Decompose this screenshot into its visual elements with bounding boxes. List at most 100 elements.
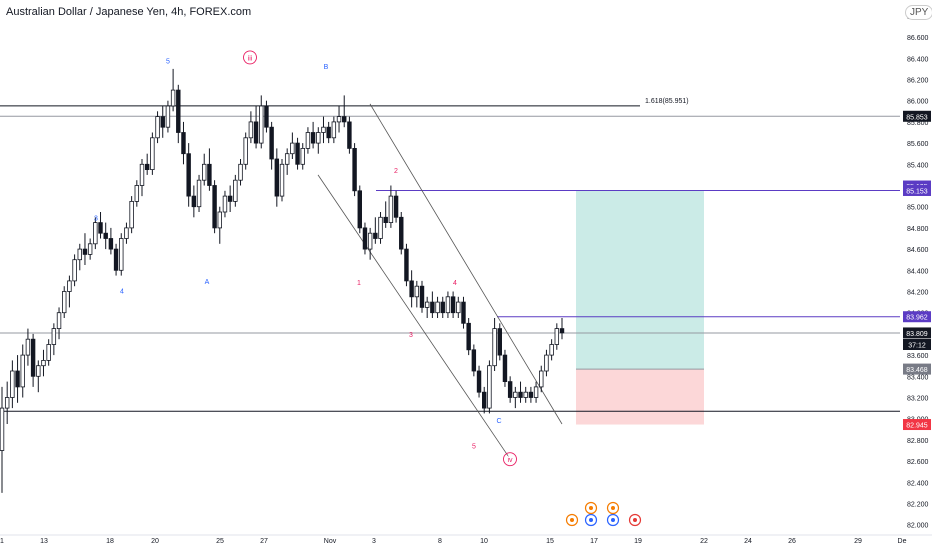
candle-body	[352, 147, 357, 192]
time-tick-label: 24	[744, 538, 752, 545]
candle-body	[279, 163, 285, 197]
candle-body	[367, 232, 373, 250]
candle-body	[290, 142, 295, 155]
candle-body	[450, 296, 456, 314]
event-marker-dot	[611, 518, 615, 522]
price-tick-label: 86.000	[907, 99, 929, 106]
channel-upper-line	[369, 103, 563, 425]
candle-body	[378, 216, 383, 239]
candle-body	[487, 365, 492, 409]
wave-label: B	[324, 64, 329, 71]
time-tick-label: 26	[788, 538, 796, 545]
candle-body	[497, 328, 502, 356]
candle-body	[559, 328, 565, 334]
candle-body	[202, 163, 207, 181]
candle-body	[72, 259, 77, 282]
candle-body	[507, 381, 513, 398]
candle-body	[124, 227, 129, 239]
candle-body	[461, 301, 466, 324]
wave-label: 1	[357, 280, 361, 287]
candle-body	[155, 116, 160, 139]
wave-label: 5	[472, 443, 476, 450]
wave-label: C	[496, 418, 501, 425]
candle-body	[150, 137, 155, 171]
candle-body	[87, 243, 93, 255]
candle-body	[10, 370, 15, 398]
candle-body	[160, 116, 165, 128]
currency-badge[interactable]: JPY	[905, 5, 932, 20]
candle-body	[523, 391, 528, 398]
candle-body	[445, 296, 451, 314]
time-tick-label: 20	[151, 538, 159, 545]
candle-body	[20, 354, 25, 388]
candle-body	[482, 391, 487, 409]
time-tick-label: 17	[590, 538, 598, 545]
price-tick-label: 82.400	[907, 480, 929, 487]
candle-body	[539, 370, 544, 388]
candle-body	[113, 248, 119, 271]
wave-label: iv	[507, 457, 513, 464]
price-tick-label: 84.600	[907, 247, 929, 254]
candle-body	[222, 195, 228, 213]
candle-body	[554, 328, 560, 345]
wave-label: A	[205, 279, 210, 286]
time-tick-label: De	[898, 538, 907, 545]
candle-body	[383, 216, 388, 224]
event-marker-dot	[589, 506, 593, 510]
candle-body	[440, 301, 445, 314]
candle-body	[269, 126, 274, 160]
candle-body	[326, 126, 331, 139]
time-tick-label: 10	[480, 538, 488, 545]
price-tag-label: 83.468	[906, 367, 928, 374]
candle-body	[357, 190, 362, 229]
candle-body	[108, 238, 114, 250]
wave-label: 3	[94, 215, 98, 222]
price-tick-label: 82.800	[907, 438, 929, 445]
candle-body	[533, 386, 539, 398]
candle-body	[238, 163, 243, 181]
candle-body	[103, 232, 108, 239]
candle-body	[321, 126, 326, 133]
wave-label: 2	[394, 168, 398, 175]
candle-body	[331, 121, 337, 139]
candle-body	[430, 301, 435, 314]
chart-title: Australian Dollar / Japanese Yen, 4h, FO…	[6, 6, 252, 18]
price-tick-label: 84.400	[907, 268, 929, 275]
candle-body	[466, 322, 471, 351]
time-tick-label: 19	[634, 538, 642, 545]
candle-body	[336, 116, 342, 123]
time-tick-label: 18	[106, 538, 114, 545]
candle-body	[56, 312, 62, 330]
price-tick-label: 85.000	[907, 205, 929, 212]
wave-label: 5	[166, 59, 170, 66]
candle-body	[409, 280, 414, 298]
candle-body	[15, 370, 20, 388]
candle-body	[528, 391, 534, 398]
wave-label: iii	[248, 55, 253, 62]
price-tag-label: 85.153	[906, 188, 928, 195]
time-tick-label: 29	[854, 538, 862, 545]
stop-loss-zone	[576, 369, 704, 425]
candle-body	[373, 232, 378, 239]
price-tag	[903, 184, 931, 196]
price-tick-label: 86.400	[907, 56, 929, 63]
time-tick-label: 15	[546, 538, 554, 545]
candle-body	[36, 365, 41, 377]
price-tick-label: 83.200	[907, 396, 929, 403]
candle-body	[518, 391, 523, 398]
candle-body	[264, 105, 269, 128]
candle-body	[51, 328, 57, 345]
candle-body	[170, 89, 176, 107]
candle-body	[144, 163, 150, 171]
price-tag	[903, 327, 931, 339]
candle-body	[46, 344, 51, 361]
price-tick-label: 85.600	[907, 141, 929, 148]
event-marker-dot	[633, 518, 637, 522]
candle-body	[165, 105, 171, 128]
candle-body	[4, 397, 10, 409]
candle-body	[414, 285, 420, 298]
candle-body	[217, 211, 222, 229]
